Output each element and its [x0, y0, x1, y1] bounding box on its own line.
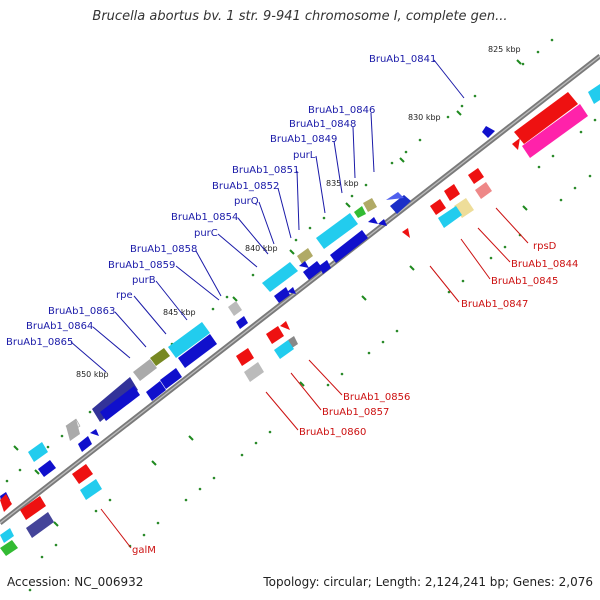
gene-label: rpe — [116, 290, 133, 301]
gene-label: purB — [132, 275, 156, 286]
gene-label: BruAb1_0864 — [26, 321, 93, 332]
gene-label: BruAb1_0863 — [48, 306, 115, 317]
gene-label: BruAb1_0844 — [511, 259, 578, 270]
reverse-strand-genes — [0, 84, 600, 556]
gene-feature — [386, 192, 404, 200]
gene-label: BruAb1_0848 — [289, 119, 356, 130]
gene-label: BruAb1_0856 — [343, 392, 410, 403]
gene-feature — [319, 260, 331, 274]
gene-label: purL — [293, 150, 316, 161]
gene-feature — [236, 348, 254, 366]
gene-label: BruAb1_0859 — [108, 260, 175, 271]
gene-feature — [280, 321, 290, 330]
tick-label: 830 kbp — [408, 113, 441, 122]
gene-label: galM — [132, 545, 156, 556]
gene-feature — [133, 359, 157, 381]
gene-feature — [390, 195, 411, 214]
gene-labels-bottom: rpsD BruAb1_0844 BruAb1_0845 BruAb1_0847… — [132, 241, 578, 556]
gene-feature — [26, 512, 54, 538]
leader-lines-bottom — [100, 207, 529, 549]
gene-label: BruAb1_0852 — [212, 181, 279, 192]
gene-feature — [72, 464, 93, 484]
gene-feature — [588, 84, 600, 104]
gene-label: BruAb1_0858 — [130, 244, 197, 255]
gene-feature — [368, 217, 378, 224]
gene-feature — [78, 436, 92, 452]
gene-label: BruAb1_0849 — [270, 134, 337, 145]
forward-strand-genes — [0, 126, 495, 506]
tick-label: 840 kbp — [245, 244, 278, 253]
tick-label: 825 kbp — [488, 45, 521, 54]
gene-feature — [150, 348, 170, 366]
gene-label: BruAb1_0841 — [369, 54, 436, 65]
gene-feature — [287, 287, 296, 294]
gene-feature — [262, 262, 298, 292]
gene-feature — [475, 182, 492, 199]
genome-summary-text: Topology: circular; Length: 2,124,241 bp… — [263, 575, 593, 589]
gene-feature — [178, 334, 217, 368]
gene-label: BruAb1_0854 — [171, 212, 238, 223]
gene-feature — [0, 528, 14, 543]
kbp-labels: 825 kbp 830 kbp 835 kbp 840 kbp 845 kbp … — [76, 45, 521, 379]
leader-lines-top — [70, 59, 465, 373]
gene-feature — [236, 316, 248, 329]
gene-feature — [438, 206, 462, 228]
gene-labels-top: BruAb1_0841 BruAb1_0846 BruAb1_0848 BruA… — [6, 54, 436, 348]
gene-feature — [266, 326, 284, 344]
gene-feature — [316, 213, 358, 249]
tick-label: 835 kbp — [326, 179, 359, 188]
gene-label: rpsD — [533, 241, 557, 252]
gene-feature — [100, 386, 140, 421]
gene-feature — [330, 230, 368, 263]
gene-feature — [0, 494, 12, 512]
gene-feature — [244, 362, 264, 382]
map-title: Brucella abortus bv. 1 str. 9-941 chromo… — [92, 9, 508, 24]
gene-label: BruAb1_0860 — [299, 427, 366, 438]
gene-feature — [444, 184, 460, 201]
gene-feature — [378, 219, 387, 226]
gene-feature — [512, 138, 520, 150]
gene-feature — [228, 301, 242, 316]
gene-feature — [146, 381, 166, 401]
gene-feature — [0, 540, 18, 556]
gene-feature — [66, 419, 80, 441]
gene-feature — [274, 287, 290, 303]
tick-label: 850 kbp — [76, 370, 109, 379]
gene-feature — [90, 429, 99, 436]
accession-text: Accession: NC_006932 — [7, 575, 144, 589]
gene-feature — [160, 368, 182, 389]
gene-label: BruAb1_0846 — [308, 105, 375, 116]
gene-feature — [38, 460, 56, 477]
gene-feature — [468, 168, 484, 184]
tick-label: 845 kbp — [163, 308, 196, 317]
gene-feature — [482, 126, 495, 138]
gene-feature — [20, 496, 46, 520]
gene-feature — [430, 199, 446, 215]
gene-feature — [522, 104, 588, 158]
gene-label: BruAb1_0845 — [491, 276, 558, 287]
gene-feature — [402, 228, 410, 238]
gene-feature — [168, 322, 210, 358]
gene-feature — [303, 261, 323, 280]
gene-label: BruAb1_0847 — [461, 299, 528, 310]
gene-label: BruAb1_0857 — [322, 407, 389, 418]
gene-feature — [354, 206, 366, 218]
gene-feature — [299, 261, 309, 268]
tick-marks — [13, 59, 528, 527]
gene-feature — [297, 248, 313, 264]
gene-label: BruAb1_0865 — [6, 337, 73, 348]
gene-feature — [363, 198, 377, 212]
gene-feature — [274, 340, 294, 359]
gene-label: purC — [194, 228, 218, 239]
gene-label: BruAb1_0851 — [232, 165, 299, 176]
gene-feature — [28, 442, 48, 462]
gene-label: purQ — [234, 196, 259, 207]
gene-feature — [514, 92, 578, 144]
gene-feature — [80, 479, 102, 500]
